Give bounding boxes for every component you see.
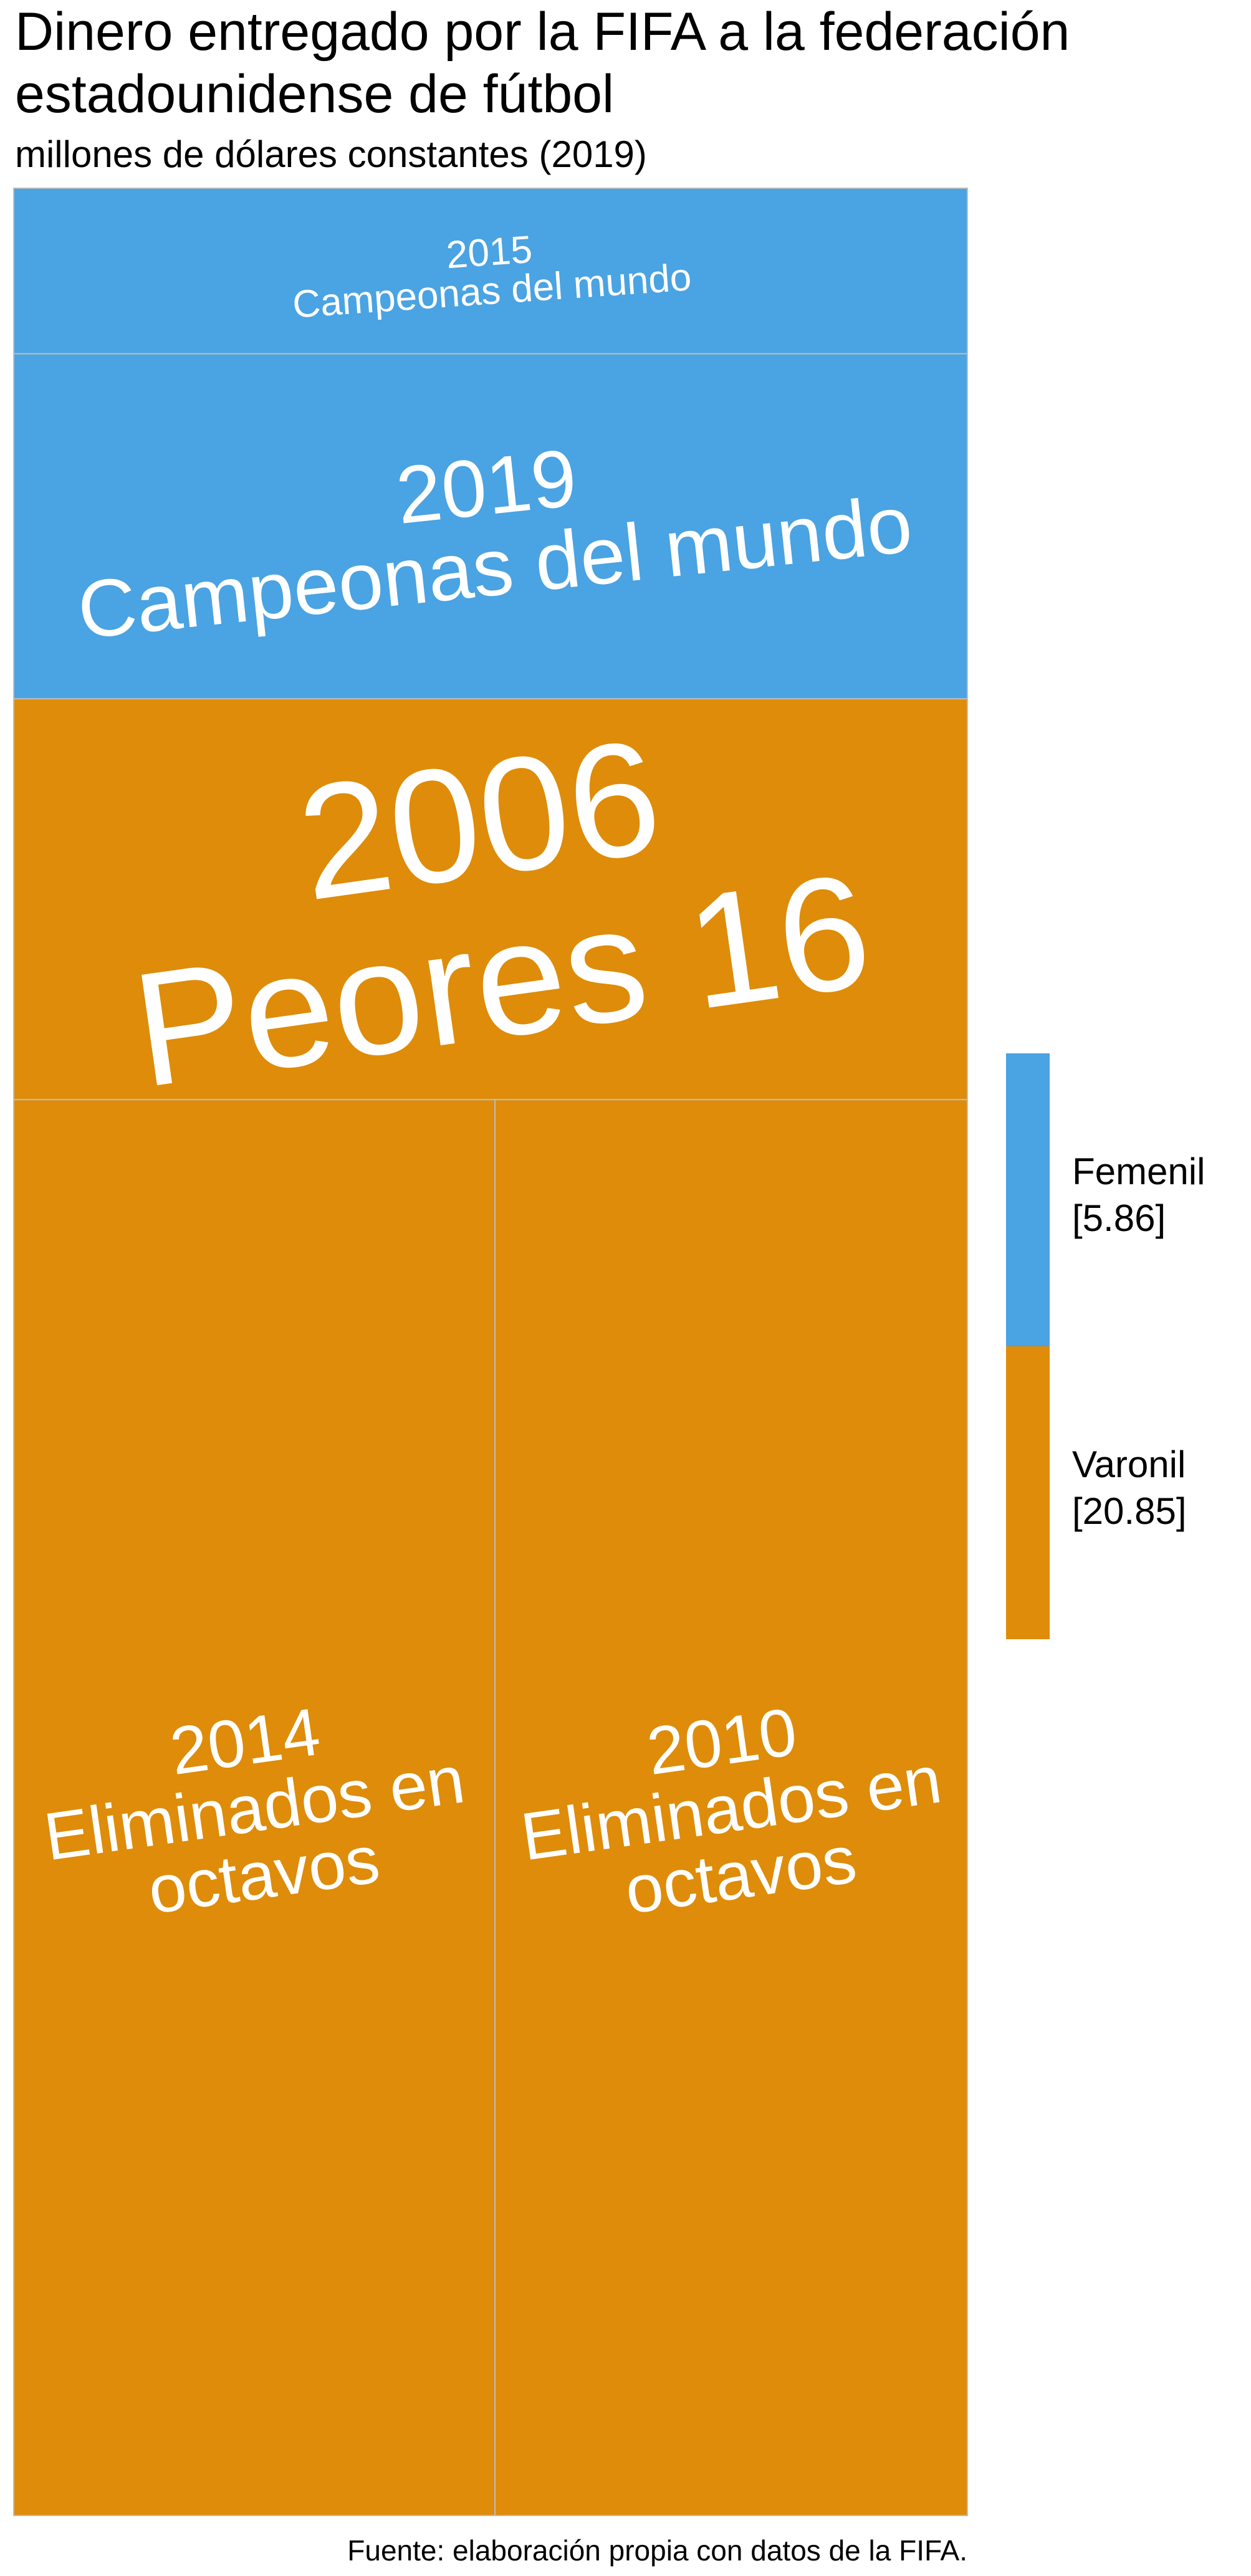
- chart-title-line-2: estadounidense de fútbol: [15, 64, 614, 124]
- tile-rect-2015: [13, 188, 968, 355]
- chart-title-line-1: Dinero entregado por la FIFA a la federa…: [15, 2, 1070, 62]
- legend: Femenil [5.86] Varonil [20.85]: [1006, 1053, 1205, 1639]
- legend-label-femenil: Femenil [5.86]: [1072, 1151, 1205, 1239]
- tile-rect-2014: [13, 1099, 496, 2516]
- tile-2010: 2010Eliminados enoctavos: [494, 1099, 968, 2516]
- tile-year: 2015: [445, 228, 534, 277]
- chart-subtitle: millones de dólares constantes (2019): [15, 133, 647, 175]
- legend-name: Femenil: [1072, 1151, 1205, 1192]
- tile-2015: 2015Campeonas del mundo: [13, 188, 968, 355]
- tile-rect-2006: [13, 698, 968, 1101]
- tile-rect-2019: [13, 353, 968, 700]
- legend-value: [20.85]: [1072, 1490, 1187, 1532]
- chart-caption: Fuente: elaboración propia con datos de …: [347, 2534, 967, 2567]
- legend-swatch-varonil: [1006, 1346, 1050, 1639]
- tile-rect-2010: [494, 1099, 968, 2516]
- legend-name: Varonil: [1072, 1444, 1186, 1485]
- tile-2019: 2019Campeonas del mundo: [13, 353, 968, 700]
- tile-2006: 2006Peores 16: [13, 698, 968, 1122]
- legend-value: [5.86]: [1072, 1197, 1166, 1239]
- legend-label-varonil: Varonil [20.85]: [1072, 1444, 1187, 1532]
- tile-year: 2019: [392, 432, 581, 541]
- tile-2014: 2014Eliminados enoctavos: [13, 1099, 496, 2516]
- legend-swatch-femenil: [1006, 1053, 1050, 1346]
